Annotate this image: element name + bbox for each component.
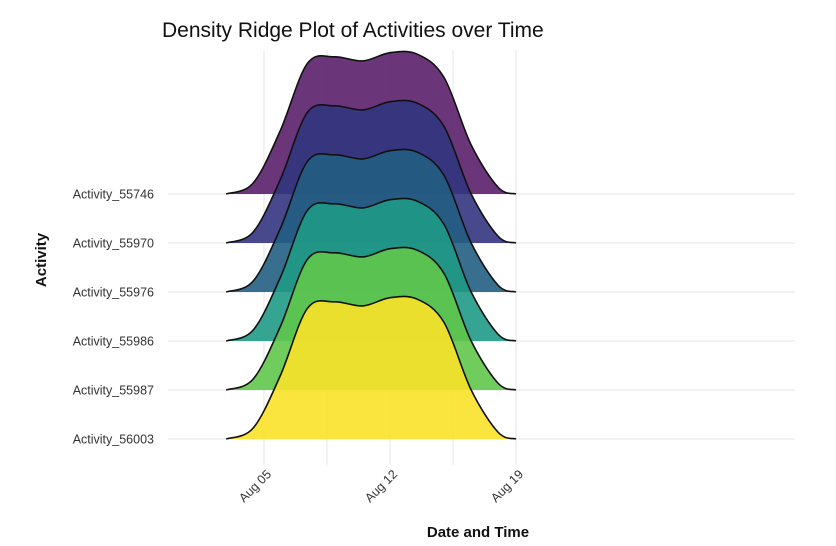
y-tick-label: Activity_55746 xyxy=(73,188,154,202)
x-tick-label: Aug 19 xyxy=(488,467,526,505)
ridge-line-activity-56003 xyxy=(225,295,517,440)
grid xyxy=(168,50,795,465)
ridge-area-activity-56003 xyxy=(226,296,516,439)
ridge-line-activity-55746 xyxy=(225,50,517,195)
ridge-line-activity-55986 xyxy=(225,197,517,342)
chart-title: Density Ridge Plot of Activities over Ti… xyxy=(162,19,544,42)
y-tick-label: Activity_55986 xyxy=(73,335,154,349)
ridge-line-activity-55976 xyxy=(225,148,517,293)
ridge-line-activity-55970 xyxy=(225,99,517,244)
y-tick-label: Activity_56003 xyxy=(73,433,154,447)
y-axis-title: Activity xyxy=(33,232,50,287)
ridge-line-activity-55987 xyxy=(225,246,517,391)
y-tick-label: Activity_55970 xyxy=(73,237,154,251)
y-axis-ticks: Activity_55746 Activity_55970 Activity_559… xyxy=(73,188,154,447)
x-tick-label: Aug 12 xyxy=(362,467,400,505)
x-tick-label: Aug 05 xyxy=(236,467,274,505)
y-tick-label: Activity_55976 xyxy=(73,286,154,300)
y-tick-label: Activity_55987 xyxy=(73,384,154,398)
x-axis-ticks: Aug 05 Aug 12 Aug 19 xyxy=(236,467,526,505)
ridges xyxy=(225,50,517,440)
x-axis-title: Date and Time xyxy=(427,524,529,541)
